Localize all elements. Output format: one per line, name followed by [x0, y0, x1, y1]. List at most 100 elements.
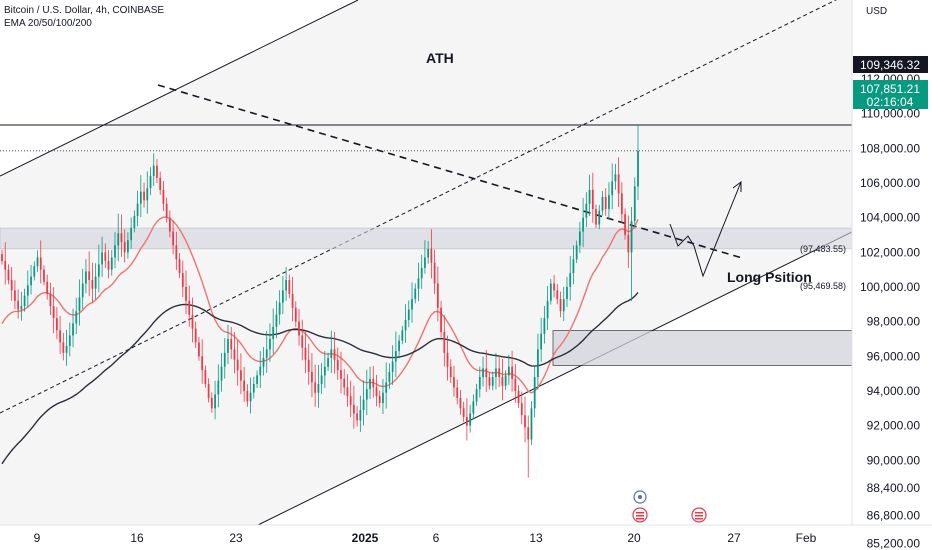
- candle-160: [517, 385, 520, 408]
- candle-22: [72, 308, 74, 348]
- candle-180: [582, 198, 585, 248]
- zone-bottom-label: (95,469.58): [800, 281, 846, 291]
- candle-183: [591, 172, 594, 223]
- candle-89: [288, 274, 291, 299]
- resistance-zone[interactable]: [0, 227, 852, 250]
- candle-37: [120, 214, 123, 257]
- candle-75: [243, 366, 246, 402]
- candle-128: [414, 283, 417, 304]
- candle-170: [549, 278, 552, 305]
- chart-title: Bitcoin / U.S. Dollar, 4h, COINBASE: [4, 5, 165, 16]
- candle-34: [110, 250, 113, 276]
- candle-63: [204, 365, 207, 388]
- candle-197: [637, 125, 639, 200]
- long-position-zone[interactable]: [552, 330, 852, 366]
- candle-12: [39, 240, 42, 284]
- candle-149: [482, 356, 484, 387]
- channel-mid-dashed: [0, 0, 837, 414]
- event-icon-1[interactable]: [633, 490, 647, 504]
- candle-175: [566, 276, 568, 308]
- candle-16: [52, 287, 55, 334]
- us-flag-icon-2[interactable]: [691, 507, 707, 523]
- candle-134: [433, 249, 436, 295]
- candle-125: [404, 304, 407, 343]
- candle-21: [68, 322, 71, 357]
- candle-155: [501, 358, 504, 401]
- candle-28: [91, 262, 94, 303]
- candle-143: [462, 401, 465, 423]
- time-tick-1: 16: [130, 531, 144, 545]
- candle-102: [330, 330, 333, 373]
- price-tick-14: 85,200.00: [867, 536, 921, 550]
- candle-186: [601, 191, 604, 216]
- candle-153: [495, 353, 497, 390]
- candle-171: [553, 274, 555, 298]
- candle-193: [624, 208, 626, 240]
- projection-path: [669, 181, 742, 278]
- candle-117: [378, 390, 381, 408]
- time-tick-4: 6: [433, 531, 440, 545]
- candle-91: [294, 301, 297, 327]
- candle-54: [175, 231, 178, 271]
- candle-44: [143, 182, 145, 208]
- candle-39: [127, 232, 129, 259]
- price-tick-9: 94,000.00: [867, 384, 921, 398]
- candle-118: [382, 379, 384, 415]
- candle-70: [227, 324, 229, 365]
- candle-49: [159, 171, 162, 195]
- candle-55: [178, 252, 181, 279]
- candle-177: [572, 245, 575, 285]
- time-axis[interactable]: 9 16 23 2025 6 13 20 27 Feb: [34, 531, 817, 545]
- candle-115: [372, 366, 375, 398]
- candle-38: [123, 229, 126, 263]
- candle-108: [349, 380, 352, 418]
- candle-13: [43, 265, 45, 286]
- candle-148: [478, 366, 481, 398]
- candle-172: [556, 283, 559, 305]
- candle-156: [504, 370, 507, 390]
- candle-5: [17, 289, 20, 319]
- currency-label[interactable]: USD: [866, 6, 888, 17]
- candle-99: [320, 363, 323, 394]
- candle-181: [585, 192, 588, 227]
- candle-126: [407, 300, 410, 328]
- candle-9: [30, 265, 32, 295]
- price-tick-4: 104,000.00: [860, 211, 920, 225]
- candle-114: [369, 366, 371, 399]
- candle-132: [427, 240, 430, 264]
- candle-96: [311, 353, 313, 398]
- candle-154: [498, 355, 501, 388]
- candle-157: [507, 354, 510, 385]
- candle-179: [579, 221, 581, 254]
- candle-81: [262, 346, 265, 376]
- candle-26: [85, 259, 87, 294]
- candle-24: [78, 279, 81, 326]
- us-flag-icon[interactable]: [632, 507, 648, 523]
- descending-trendline: [157, 84, 743, 259]
- candle-184: [595, 204, 597, 229]
- candle-46: [149, 167, 152, 196]
- candle-131: [424, 240, 426, 274]
- price-tick-12: 88,400.00: [867, 481, 921, 495]
- projection-arrowhead: [732, 181, 742, 192]
- candle-23: [75, 297, 78, 335]
- candle-20: [65, 329, 68, 366]
- channel-fill: [0, 0, 852, 525]
- price-axis[interactable]: 112,000.00110,000.00108,000.00106,000.00…: [860, 72, 920, 550]
- candle-129: [417, 262, 420, 302]
- candle-185: [598, 205, 601, 230]
- candle-85: [275, 300, 278, 339]
- candle-144: [466, 398, 468, 441]
- candle-145: [469, 404, 472, 433]
- indicator-legend: EMA 20/50/100/200: [4, 18, 92, 29]
- time-tick-8: Feb: [796, 531, 817, 545]
- candle-71: [230, 326, 233, 359]
- candle-167: [540, 317, 543, 363]
- candle-196: [633, 177, 636, 229]
- candle-88: [285, 267, 287, 301]
- candle-17: [55, 307, 58, 340]
- ath-label: ATH: [426, 50, 454, 66]
- candle-152: [491, 371, 494, 391]
- candle-52: [168, 210, 171, 238]
